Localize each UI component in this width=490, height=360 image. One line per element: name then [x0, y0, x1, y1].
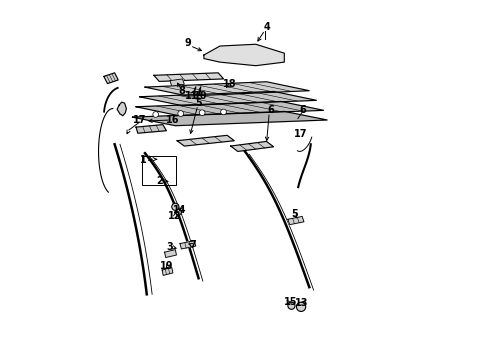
Circle shape [176, 209, 181, 215]
Text: 4: 4 [264, 22, 270, 32]
Text: 15: 15 [284, 297, 297, 307]
Polygon shape [117, 102, 126, 116]
Circle shape [296, 302, 306, 311]
Text: 13: 13 [295, 298, 309, 308]
Text: 5: 5 [292, 209, 298, 219]
Circle shape [288, 302, 295, 309]
Polygon shape [165, 249, 176, 257]
Circle shape [178, 111, 184, 116]
Polygon shape [231, 141, 273, 152]
Polygon shape [132, 111, 327, 126]
Polygon shape [140, 91, 317, 106]
Text: 14: 14 [173, 205, 187, 215]
Text: 12: 12 [168, 211, 181, 221]
Text: 3: 3 [167, 242, 173, 252]
Text: 17: 17 [133, 115, 147, 125]
Text: 16: 16 [166, 115, 180, 125]
Polygon shape [180, 241, 196, 249]
Text: 2: 2 [157, 176, 163, 186]
Text: 7: 7 [190, 240, 196, 250]
Text: 6: 6 [268, 105, 274, 115]
Text: 8: 8 [178, 86, 185, 96]
Polygon shape [136, 125, 167, 133]
Text: 5: 5 [195, 98, 202, 108]
Polygon shape [204, 44, 284, 66]
Polygon shape [136, 102, 323, 116]
Polygon shape [145, 82, 309, 96]
Text: 1: 1 [140, 156, 147, 165]
Text: 11: 11 [185, 91, 198, 101]
Text: 6: 6 [299, 105, 306, 115]
Polygon shape [162, 267, 173, 275]
Circle shape [220, 109, 226, 115]
Text: 9: 9 [184, 38, 191, 48]
Text: 19: 19 [160, 261, 174, 271]
Polygon shape [154, 73, 223, 81]
Circle shape [172, 203, 179, 210]
Text: 10: 10 [194, 91, 207, 101]
Text: 17: 17 [294, 129, 307, 139]
Polygon shape [170, 79, 184, 86]
Polygon shape [177, 135, 234, 146]
Circle shape [199, 110, 205, 116]
Polygon shape [288, 216, 304, 225]
Circle shape [153, 112, 159, 117]
Text: 18: 18 [222, 78, 236, 89]
Polygon shape [104, 73, 118, 84]
